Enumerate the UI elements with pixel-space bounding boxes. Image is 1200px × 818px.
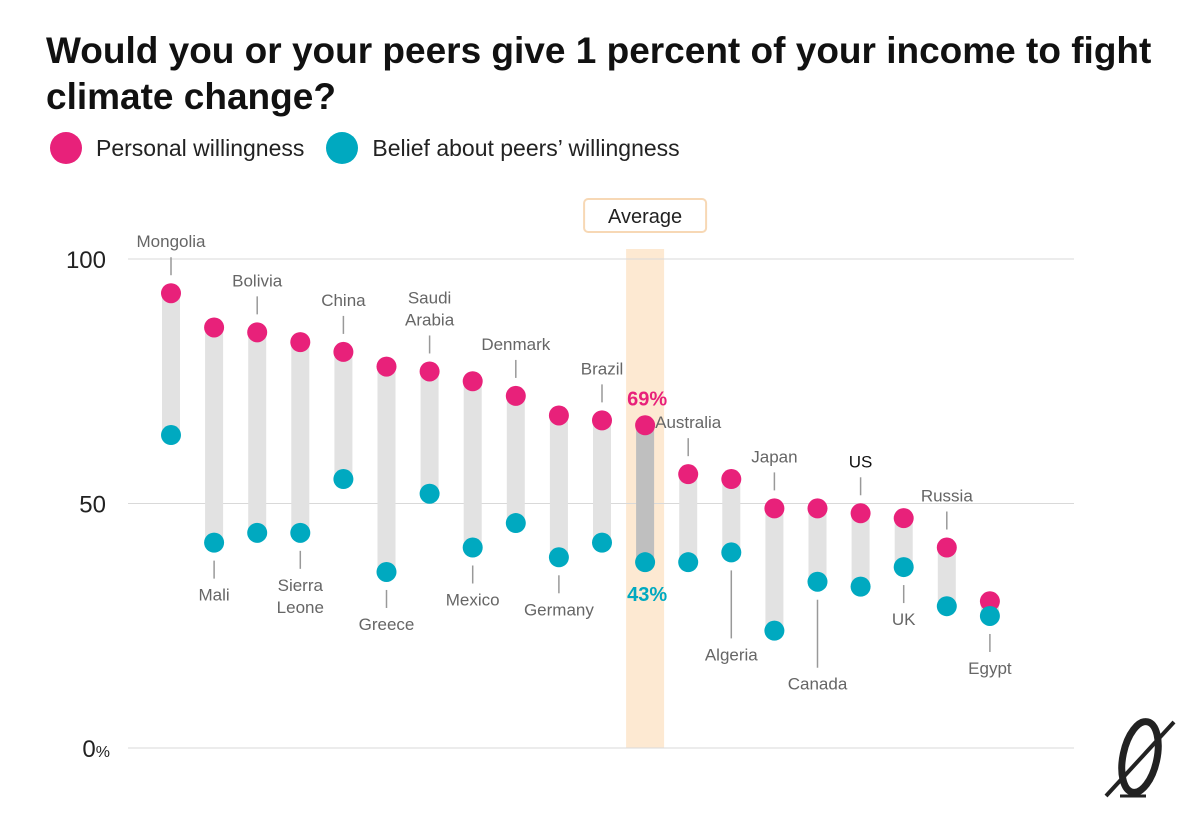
legend-peers-label: Belief about peers’ willingness — [372, 134, 680, 161]
personal-dot-mexico — [462, 371, 483, 392]
peers-dot-sierra-leone — [290, 522, 311, 543]
country-label-mongolia: Mongolia — [137, 232, 207, 251]
peers-dot-average — [635, 552, 656, 573]
personal-dot-greece — [376, 356, 397, 377]
personal-dot-bolivia — [247, 322, 268, 343]
personal-dot-brazil — [592, 410, 612, 431]
connector-sierra-leone — [291, 342, 310, 533]
country-label-bolivia: Bolivia — [232, 271, 283, 290]
personal-dot-russia — [936, 537, 957, 558]
country-label-australia: Australia — [655, 413, 722, 432]
personal-dot-mali — [204, 317, 225, 338]
country-label-germany: Germany — [524, 600, 594, 619]
legend-personal-swatch — [50, 132, 82, 164]
connector-algeria — [722, 479, 741, 553]
personal-dot-algeria — [721, 469, 742, 490]
country-label-china: China — [321, 291, 366, 310]
peers-dot-uk — [893, 557, 914, 578]
connector-denmark — [506, 395, 525, 524]
peers-dot-egypt — [979, 605, 1000, 626]
country-label-sierra-leone-1: Sierra — [278, 576, 324, 595]
connector-greece — [377, 366, 396, 572]
connector-mali — [205, 327, 224, 543]
y-tick-label-100: 100 — [66, 247, 106, 274]
peers-dot-australia — [678, 552, 699, 573]
country-label-us: US — [849, 452, 873, 471]
country-label-uk: UK — [892, 610, 916, 629]
peers-dot-canada — [807, 571, 828, 592]
personal-dot-saudi-arabia — [419, 361, 440, 382]
legend: Personal willingness Belief about peers’… — [50, 132, 702, 164]
country-label-russia: Russia — [921, 487, 974, 506]
connector-us — [851, 513, 870, 587]
personal-dot-sierra-leone — [290, 332, 311, 353]
legend-item-personal: Personal willingness — [50, 132, 304, 164]
peers-dot-germany — [548, 547, 569, 568]
country-label-greece: Greece — [359, 615, 415, 634]
connector-china — [334, 351, 353, 480]
personal-dot-denmark — [505, 385, 526, 406]
peers-dot-japan — [764, 620, 785, 641]
average-label-box — [583, 198, 708, 233]
connector-brazil — [593, 420, 611, 543]
personal-dot-us — [850, 503, 871, 524]
legend-item-peers: Belief about peers’ willingness — [326, 132, 680, 164]
peers-dot-mexico — [462, 537, 483, 558]
connector-bolivia — [248, 332, 267, 533]
average-label: Average — [608, 206, 682, 228]
publisher-logo-icon — [1104, 718, 1176, 798]
y-tick-suffix-0: % — [96, 744, 110, 761]
connector-germany — [549, 415, 568, 558]
country-label-algeria: Algeria — [705, 645, 758, 664]
connector-russia — [937, 547, 956, 607]
peers-dot-us — [850, 576, 871, 597]
peers-dot-saudi-arabia — [419, 483, 440, 504]
personal-dot-china — [333, 341, 354, 362]
personal-dot-japan — [764, 498, 785, 519]
peers-dot-bolivia — [247, 522, 268, 543]
connector-mexico — [463, 381, 482, 548]
country-label-denmark: Denmark — [481, 335, 550, 354]
country-label-mali: Mali — [199, 586, 230, 605]
peers-dot-denmark — [505, 513, 526, 534]
personal-dot-canada — [807, 498, 828, 519]
connector-mongolia — [162, 293, 180, 436]
personal-dot-germany — [548, 405, 569, 426]
average-personal-value: 69% — [627, 388, 667, 410]
connector-saudi-arabia — [420, 371, 439, 494]
country-label-saudi-arabia-2: Arabia — [405, 310, 455, 329]
personal-dot-average — [635, 415, 656, 436]
peers-dot-greece — [376, 561, 397, 582]
country-label-sierra-leone-2: Leone — [277, 598, 324, 617]
country-label-mexico: Mexico — [446, 591, 500, 610]
chart-title: Would you or your peers give 1 percent o… — [46, 30, 1152, 117]
y-tick-label-0: 0% — [82, 736, 110, 763]
country-label-egypt: Egypt — [968, 659, 1012, 678]
country-label-saudi-arabia-1: Saudi — [408, 288, 451, 307]
peers-dot-mongolia — [161, 425, 181, 446]
peers-dot-mali — [204, 532, 225, 553]
connector-japan — [765, 508, 784, 631]
personal-dot-egypt — [979, 591, 1000, 612]
personal-dot-mongolia — [161, 283, 181, 304]
country-label-canada: Canada — [788, 675, 848, 694]
connector-australia — [679, 474, 698, 563]
peers-dot-china — [333, 469, 354, 490]
y-tick-label-50: 50 — [79, 492, 106, 519]
legend-personal-label: Personal willingness — [96, 134, 305, 161]
peers-dot-russia — [936, 596, 957, 617]
personal-dot-australia — [678, 464, 699, 485]
peers-dot-algeria — [721, 542, 742, 563]
legend-peers-swatch — [326, 132, 359, 164]
peers-dot-brazil — [592, 532, 612, 553]
country-label-japan: Japan — [751, 447, 797, 466]
country-label-brazil: Brazil — [581, 359, 624, 378]
personal-dot-uk — [893, 508, 914, 529]
connector-average — [636, 425, 655, 563]
connector-canada — [808, 508, 827, 582]
connector-uk — [894, 518, 913, 568]
average-peers-value: 43% — [627, 584, 667, 606]
